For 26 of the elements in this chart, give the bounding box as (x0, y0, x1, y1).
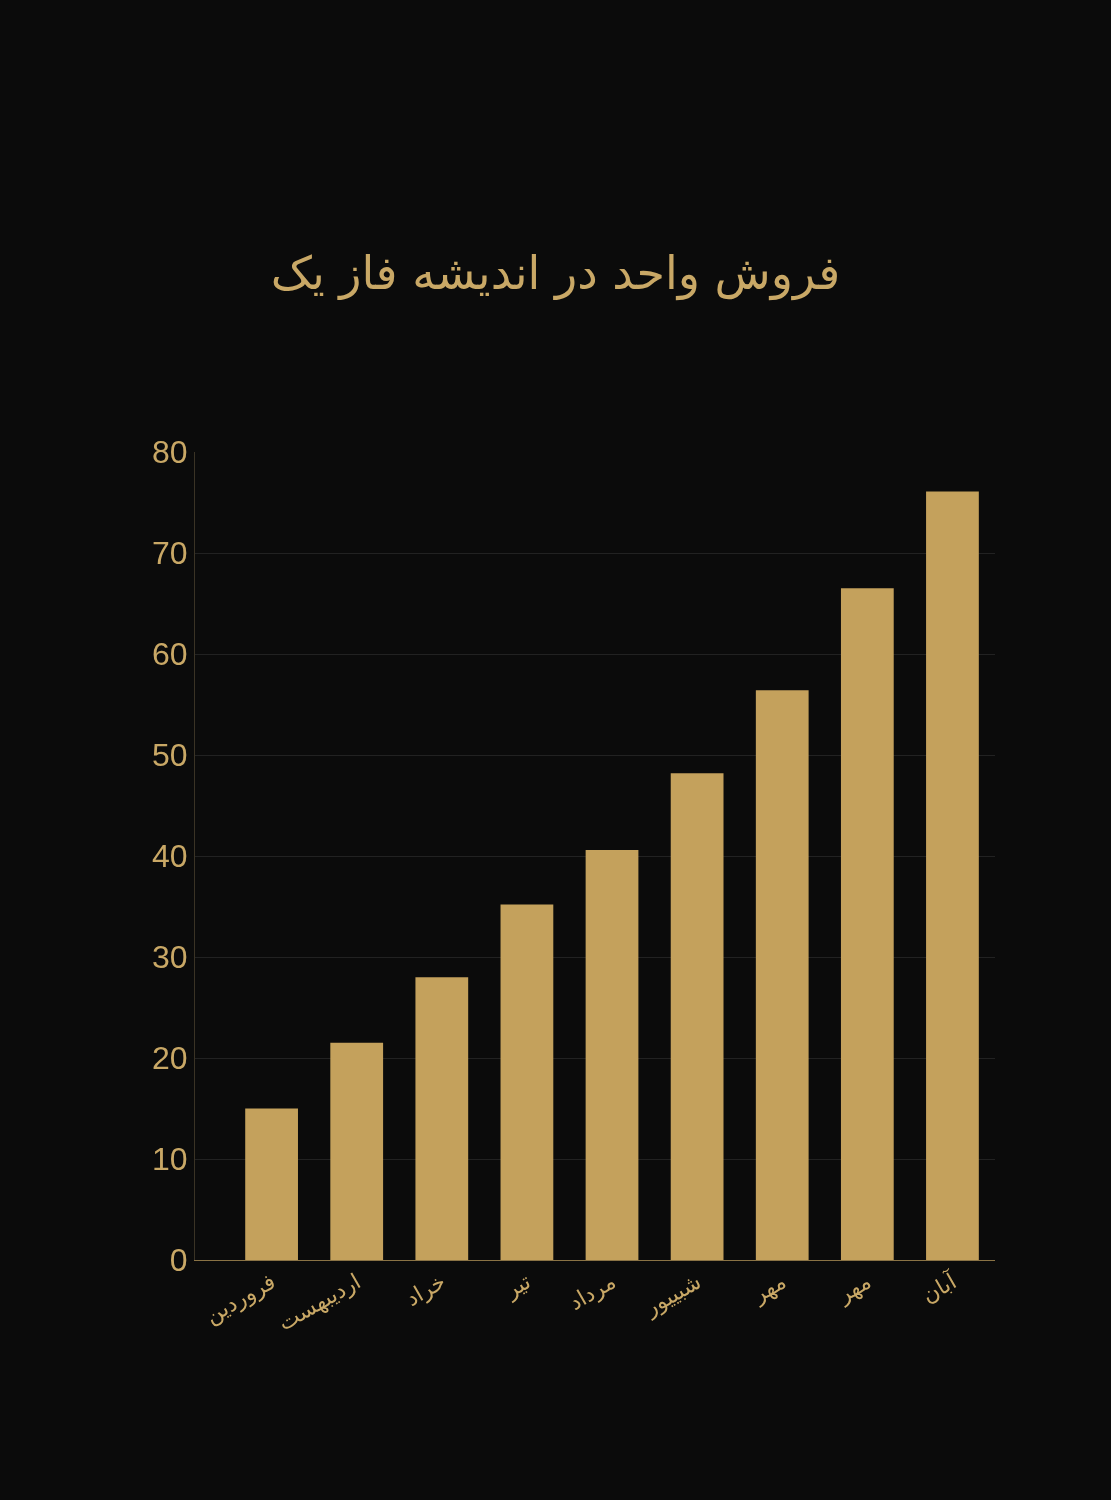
y-tick-label: 20 (152, 1040, 188, 1077)
y-tick-label: 0 (169, 1242, 188, 1279)
x-tick-label: تیر (499, 1268, 535, 1304)
y-tick-label: 50 (152, 737, 188, 774)
y-tick-label: 60 (152, 636, 188, 673)
bar (670, 773, 724, 1260)
bar (330, 1042, 384, 1260)
x-tick-label: شبییور (639, 1268, 706, 1321)
bar (755, 690, 809, 1260)
bar (245, 1108, 298, 1260)
x-tick-label: مهر (747, 1268, 791, 1308)
x-tick-label: خراد (401, 1268, 450, 1312)
bar (500, 904, 554, 1260)
y-tick-label: 40 (152, 838, 188, 875)
chart-title: فروش واحد در اندیشه فاز یک (270, 246, 841, 302)
y-tick-label: 10 (152, 1141, 188, 1178)
bar (415, 977, 469, 1260)
bar (926, 491, 979, 1260)
x-tick-label: مهر (832, 1268, 876, 1308)
y-tick-label: 70 (152, 535, 188, 572)
bar (840, 588, 894, 1260)
y-tick-label: 80 (152, 434, 188, 471)
bar (585, 849, 639, 1260)
x-tick-label: آبان (917, 1267, 962, 1308)
x-tick-label: مرداد (564, 1268, 621, 1316)
y-tick-label: 30 (152, 939, 188, 976)
